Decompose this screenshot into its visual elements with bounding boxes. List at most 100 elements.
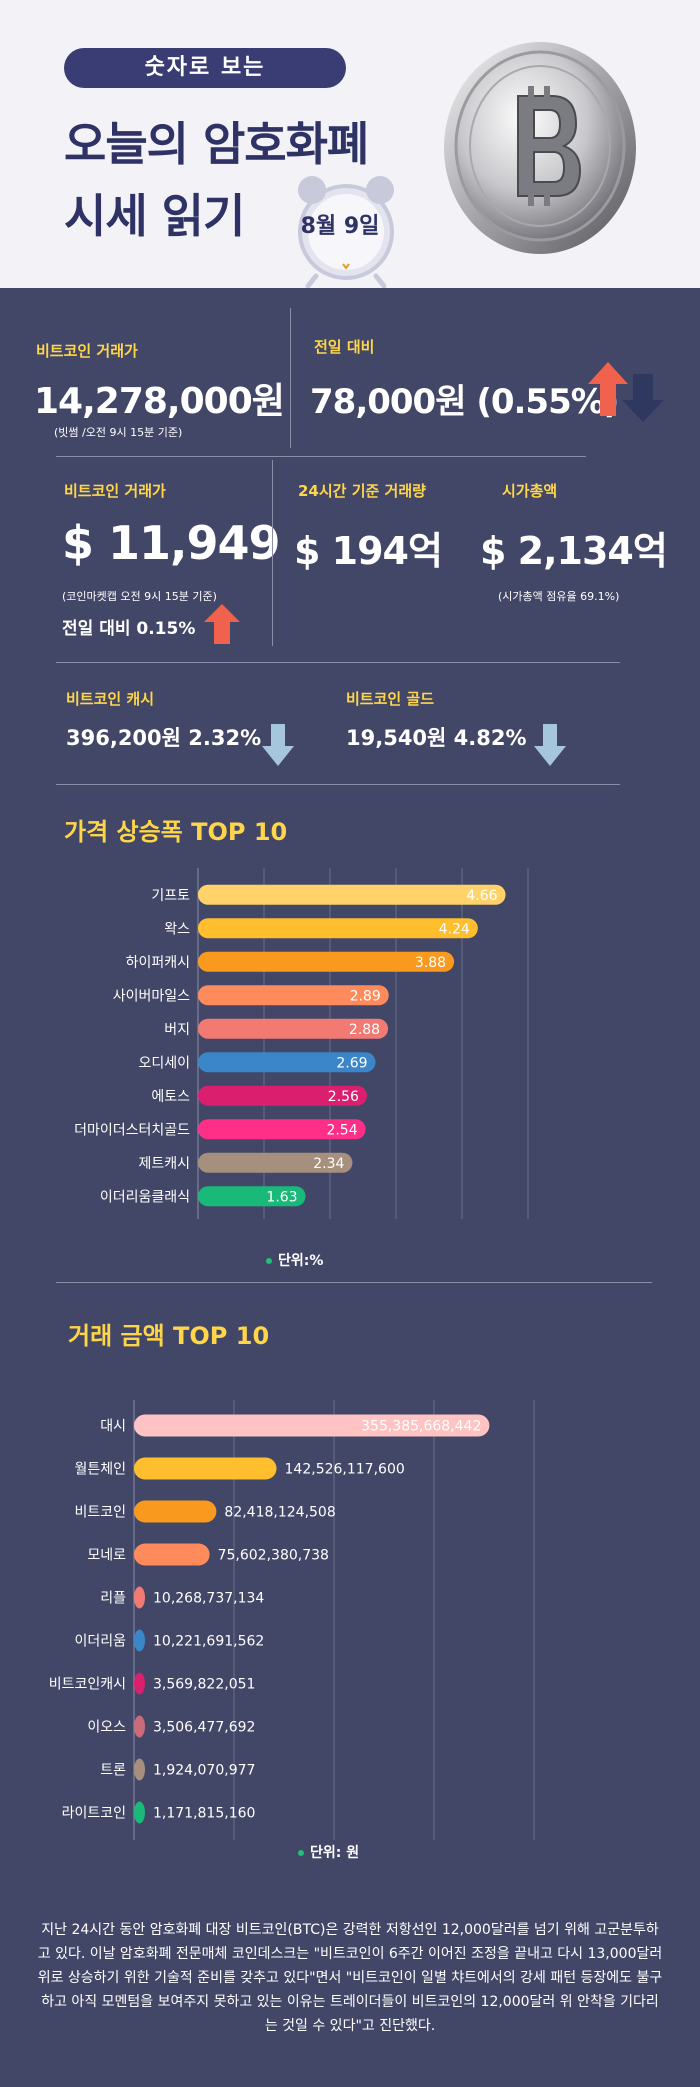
mcap-note: (시가총액 점유율 69.1%): [498, 590, 620, 603]
btc-usd-note: (코인마켓캡 오전 9시 15분 기준): [62, 590, 217, 603]
volume-label: 24시간 기준 거래량: [298, 482, 426, 500]
value-label: 1.63: [266, 1189, 297, 1205]
prev-day-value: 78,000원 (0.55%): [310, 382, 619, 422]
chart-1-unit: 단위:%: [266, 1250, 323, 1270]
header: 숫자로 보는 오늘의 암호화폐 시세 읽기 8월 9일: [0, 0, 700, 288]
value-label: 4.24: [439, 921, 470, 937]
bitcoin-coin-icon: [444, 42, 636, 254]
bch-value: 396,200원 2.32%: [66, 726, 262, 750]
category-label: 월튼체인: [74, 1462, 126, 1478]
chart-1-title: 가격 상승폭 TOP 10: [64, 818, 288, 846]
unit-dot-icon: [298, 1850, 304, 1856]
bar: [134, 1414, 490, 1437]
value-label: 3.88: [415, 955, 446, 971]
value-label: 2.89: [350, 988, 381, 1004]
subtitle-pill: 숫자로 보는: [64, 48, 346, 88]
value-label: 3,506,477,692: [153, 1720, 255, 1736]
category-label: 에토스: [151, 1089, 190, 1105]
trade-volume-chart: 대시 355,385,668,442 월튼체인 142,526,117,600 비트코인…: [49, 1400, 535, 1840]
alarm-clock-icon: [298, 176, 394, 288]
category-label: 이더리움클래식: [100, 1189, 190, 1205]
category-label: 이더리움: [74, 1634, 126, 1650]
category-label: 라이트코인: [62, 1806, 126, 1822]
btc-usd-change: 전일 대비 0.15%: [62, 619, 196, 639]
value-label: 10,268,737,134: [153, 1591, 264, 1607]
bar: [198, 1052, 376, 1073]
category-label: 트론: [100, 1763, 126, 1779]
bar: [134, 1500, 217, 1523]
arrow-down-icon: [622, 374, 664, 422]
category-label: 제트캐시: [138, 1156, 190, 1172]
arrow-up-icon: [204, 604, 240, 644]
category-label: 더마이더스터치골드: [74, 1122, 190, 1138]
value-label: 2.56: [328, 1089, 359, 1105]
value-label: 3,569,822,051: [153, 1677, 255, 1693]
btc-krw-note: (빗썸 /오전 9시 15분 기준): [54, 426, 183, 439]
category-label: 모네로: [87, 1548, 126, 1564]
value-label: 75,602,380,738: [218, 1548, 329, 1564]
btg-label: 비트코인 골드: [346, 690, 435, 708]
title-line-2: 시세 읽기: [64, 189, 245, 243]
category-label: 리플: [100, 1591, 126, 1607]
category-label: 비트코인: [74, 1505, 126, 1521]
bar: [198, 985, 389, 1006]
price-rise-chart: 기프토 4.66 왁스 4.24 하이퍼캐시 3.88 사이버마일스 2.89 버지 2.88 오디…: [74, 868, 529, 1219]
prev-day-label: 전일 대비: [314, 338, 375, 356]
divider: [56, 456, 586, 457]
bar: [198, 1152, 353, 1173]
value-label: 142,526,117,600: [285, 1462, 405, 1478]
value-label: 355,385,668,442: [361, 1419, 481, 1435]
bar: [198, 1018, 389, 1039]
bar: [134, 1586, 145, 1609]
bar: [198, 884, 506, 905]
btc-usd-value: $ 11,949: [62, 516, 281, 570]
title-line-1: 오늘의 암호화폐: [64, 117, 369, 171]
bar: [198, 951, 455, 972]
stats-panel: [0, 288, 700, 2087]
value-label: 2.88: [349, 1022, 380, 1038]
value-label: 4.66: [466, 888, 497, 904]
bar: [134, 1758, 145, 1781]
btc-usd-label: 비트코인 거래가: [64, 482, 166, 500]
category-label: 왁스: [164, 921, 190, 937]
value-label: 2.54: [326, 1122, 357, 1138]
bar: [198, 1186, 306, 1207]
value-label: 2.69: [336, 1055, 367, 1071]
arrow-down-icon: [534, 724, 566, 766]
bar: [134, 1629, 145, 1652]
divider: [290, 308, 291, 448]
summary-text: 지난 24시간 동안 암호화폐 대장 비트코인(BTC)은 강력한 저항선인 1…: [37, 1922, 663, 2034]
value-label: 10,221,691,562: [153, 1634, 264, 1650]
arrow-up-icon: [588, 362, 628, 416]
category-label: 하이퍼캐시: [126, 955, 190, 971]
unit-dot-icon: [266, 1258, 272, 1264]
bar: [198, 918, 478, 939]
bar: [134, 1715, 145, 1738]
bch-label: 비트코인 캐시: [66, 690, 155, 708]
bar: [134, 1672, 145, 1695]
divider: [272, 460, 273, 646]
bar: [134, 1457, 277, 1480]
arrow-down-icon: [262, 724, 294, 766]
value-label: 1,924,070,977: [153, 1763, 255, 1779]
category-label: 사이버마일스: [113, 988, 190, 1004]
value-label: 2.34: [313, 1156, 344, 1172]
date-label: 8월 9일: [300, 214, 380, 239]
volume-value: $ 194억: [294, 529, 443, 573]
btc-krw-value: 14,278,000원: [34, 381, 285, 422]
chart-2-title: 거래 금액 TOP 10: [68, 1322, 270, 1350]
category-label: 비트코인캐시: [49, 1677, 126, 1693]
category-label: 대시: [100, 1419, 126, 1435]
bar: [198, 1119, 366, 1140]
btc-krw-label: 비트코인 거래가: [36, 342, 138, 360]
chart-2-unit: 단위: 원: [298, 1842, 359, 1862]
bar: [198, 1085, 367, 1106]
category-label: 기프토: [151, 888, 190, 904]
value-label: 82,418,124,508: [224, 1505, 335, 1521]
mcap-label: 시가총액: [502, 482, 558, 500]
divider: [56, 1282, 652, 1283]
btg-value: 19,540원 4.82%: [346, 726, 527, 750]
category-label: 버지: [164, 1022, 190, 1038]
category-label: 오디세이: [138, 1055, 190, 1071]
value-label: 1,171,815,160: [153, 1806, 255, 1822]
